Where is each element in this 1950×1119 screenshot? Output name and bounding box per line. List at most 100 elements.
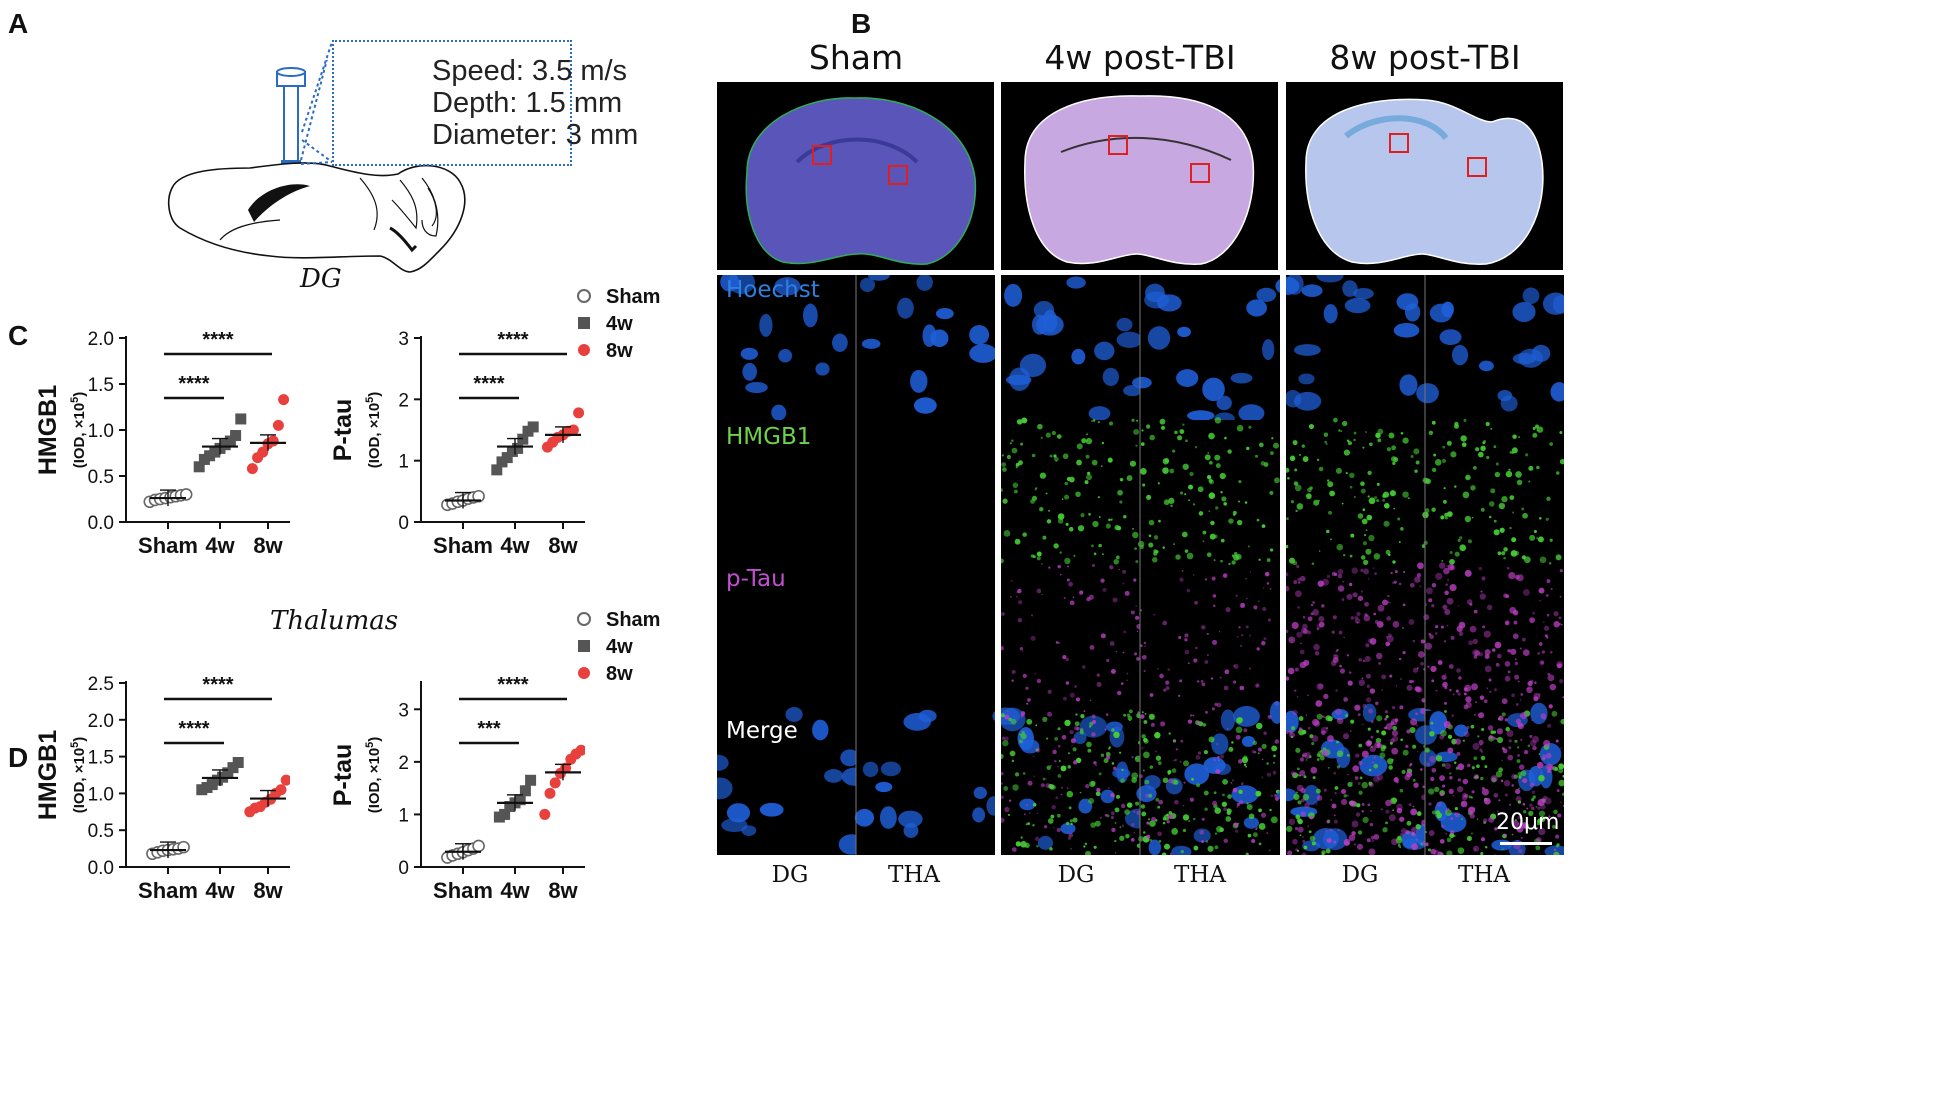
ptau-spot [1000,795,1004,800]
hmgb1-spot [1431,507,1436,512]
ptau-spot [1430,848,1437,855]
ptau-spot [1525,845,1528,847]
ptau-spot [1068,832,1074,838]
hmgb1-spot [1407,497,1410,500]
ptau-spot [1337,568,1344,575]
hmgb1-spot [1477,735,1480,738]
ptau-spot [1055,641,1059,644]
ptau-spot [1554,834,1560,839]
ptau-spot [1360,568,1364,572]
ptau-spot [1266,832,1269,835]
ptau-spot [1409,764,1412,767]
hmgb1-spot [1148,713,1155,720]
hmgb1-spot [1113,731,1120,739]
microscopy-grid [717,275,1564,855]
hmgb1-spot [1206,475,1212,480]
ptau-spot [1431,679,1435,683]
hmgb1-spot [1066,790,1074,798]
ptau-spot [1413,782,1419,788]
hmgb1-spot [1559,431,1563,435]
ptau-spot [1067,565,1069,568]
ptau-spot [1377,743,1380,747]
ptau-spot [1372,567,1375,569]
hmgb1-spot [1018,739,1024,744]
hmgb1-spot [1386,758,1394,765]
ptau-spot [1130,610,1135,615]
ptau-spot [1364,613,1368,617]
ptau-spot [1323,788,1327,792]
ptau-spot [1349,800,1356,807]
hmgb1-spot [1532,427,1536,431]
nucleus [1522,287,1540,305]
hmgb1-spot [1362,508,1366,512]
hmgb1-spot [1226,808,1231,813]
ptau-spot [1017,588,1022,594]
y-axis-label: HMGB1 [34,385,62,475]
nucleus [1147,326,1171,350]
ptau-spot [1347,773,1349,776]
hmgb1-spot [1289,557,1296,564]
ptau-spot [1126,672,1129,675]
hmgb1-spot [1336,750,1344,758]
hmgb1-spot [1120,778,1125,783]
ptau-spot [1437,660,1443,665]
ptau-spot [1373,775,1380,783]
ptau-spot [1472,742,1480,750]
hmgb1-spot [1367,727,1371,731]
ptau-spot [1442,604,1448,610]
hmgb1-spot [1204,454,1211,461]
ptau-spot [1511,693,1515,698]
point-4w [525,774,537,786]
ptau-spot [1326,574,1331,579]
hmgb1-spot [1091,459,1098,466]
ptau-spot [1440,625,1444,629]
hmgb1-spot [1536,465,1540,470]
ptau-spot [1456,786,1464,793]
micro-tile [1139,565,1280,711]
ptau-spot [1331,630,1335,634]
hmgb1-spot [1075,713,1078,716]
ptau-spot [1348,801,1351,804]
hmgb1-spot [1039,506,1044,512]
ptau-spot [1521,780,1523,782]
ptau-spot [1517,815,1521,820]
hmgb1-spot [1271,745,1278,752]
hmgb1-spot [1523,810,1527,814]
ptau-spot [1372,761,1375,764]
ptau-spot [1560,623,1563,626]
hmgb1-spot [1069,819,1073,823]
hmgb1-spot [1097,496,1100,499]
hmgb1-spot [1449,550,1453,555]
ptau-spot [1504,620,1510,626]
ptau-spot [1368,739,1370,741]
ptau-spot [1494,854,1496,855]
ptau-spot [1514,788,1521,795]
ptau-spot [1483,699,1488,704]
nucleus [740,347,758,360]
ptau-spot [1496,810,1499,813]
hmgb1-spot [1231,560,1236,565]
ptau-spot [1540,713,1547,719]
ptau-spot [1365,740,1372,747]
ptau-spot [1294,590,1302,598]
hmgb1-spot [1193,845,1199,851]
ptau-spot [1443,640,1447,643]
ptau-spot [1361,802,1365,806]
ptau-spot [1443,720,1451,729]
ptau-spot [1373,833,1380,840]
hmgb1-spot [1471,766,1475,770]
ptau-spot [1512,820,1520,828]
hmgb1-spot [1255,454,1259,458]
ptau-spot [1326,727,1329,730]
ptau-spot [1464,793,1469,798]
hmgb1-spot [1010,718,1017,725]
ptau-spot [1335,689,1338,692]
hmgb1-spot [1413,448,1420,455]
ptau-spot [1362,723,1364,726]
ptau-spot [1401,626,1405,629]
ptau-spot [1352,765,1360,773]
ptau-spot [1139,714,1145,719]
hmgb1-spot [1302,793,1310,801]
hmgb1-spot [1057,774,1062,778]
ptau-spot [1292,772,1297,776]
